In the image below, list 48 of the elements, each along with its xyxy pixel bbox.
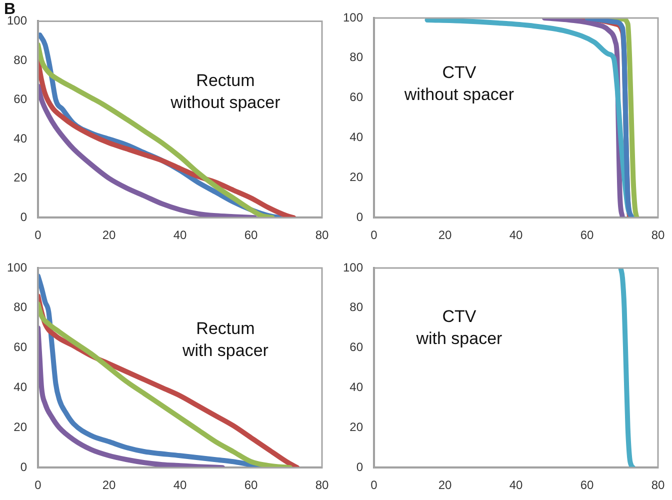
y-tick-label: 20 [14,170,28,185]
x-tick-label: 40 [173,228,188,242]
y-tick-label: 20 [14,420,28,434]
y-tick-label: 40 [14,380,28,394]
y-tick-label: 100 [6,14,28,28]
x-tick-label: 20 [438,478,452,492]
x-tick-label: 20 [102,478,116,492]
y-tick-label: 100 [342,260,364,274]
x-tick-label: 20 [438,228,452,242]
x-tick-label: 0 [34,228,42,242]
annotation: Rectum with spacer [181,318,269,360]
y-tick-label: 40 [350,380,364,394]
x-tick-label: 60 [580,478,594,492]
x-tick-label: 40 [509,478,524,492]
y-tick-label: 0 [20,210,28,224]
y-tick-label: 40 [350,130,364,144]
x-tick-label: 0 [370,478,378,492]
x-tick-label: 60 [580,228,594,242]
y-tick-label: 40 [14,131,28,146]
y-tick-label: 80 [14,52,28,67]
x-tick-label: 80 [315,228,329,242]
annotation: CTV without spacer [403,62,514,104]
annotation: CTV with spacer [415,306,503,348]
x-tick-label: 0 [34,478,42,492]
x-tick-label: 40 [509,228,524,242]
x-tick-label: 60 [244,228,258,242]
y-tick-label: 60 [350,340,364,354]
x-tick-label: 80 [315,478,329,492]
y-tick-label: 0 [20,460,28,474]
y-tick-label: 60 [14,340,28,354]
x-tick-label: 20 [102,228,116,242]
annotation: Rectum without spacer [170,71,281,112]
x-tick-label: 80 [651,228,665,242]
y-tick-label: 80 [14,300,28,314]
y-tick-label: 80 [350,300,364,314]
x-tick-label: 0 [370,228,378,242]
y-tick-label: 80 [350,50,364,64]
y-tick-label: 0 [356,460,364,474]
x-tick-label: 40 [173,478,188,492]
x-tick-label: 60 [244,478,258,492]
y-tick-label: 60 [14,92,28,106]
x-tick-label: 80 [651,478,665,492]
y-tick-label: 20 [350,170,364,184]
y-tick-label: 0 [356,210,364,224]
y-tick-label: 20 [350,420,364,434]
y-tick-label: 100 [342,10,364,24]
y-tick-label: 100 [6,260,28,274]
y-tick-label: 60 [350,90,364,104]
